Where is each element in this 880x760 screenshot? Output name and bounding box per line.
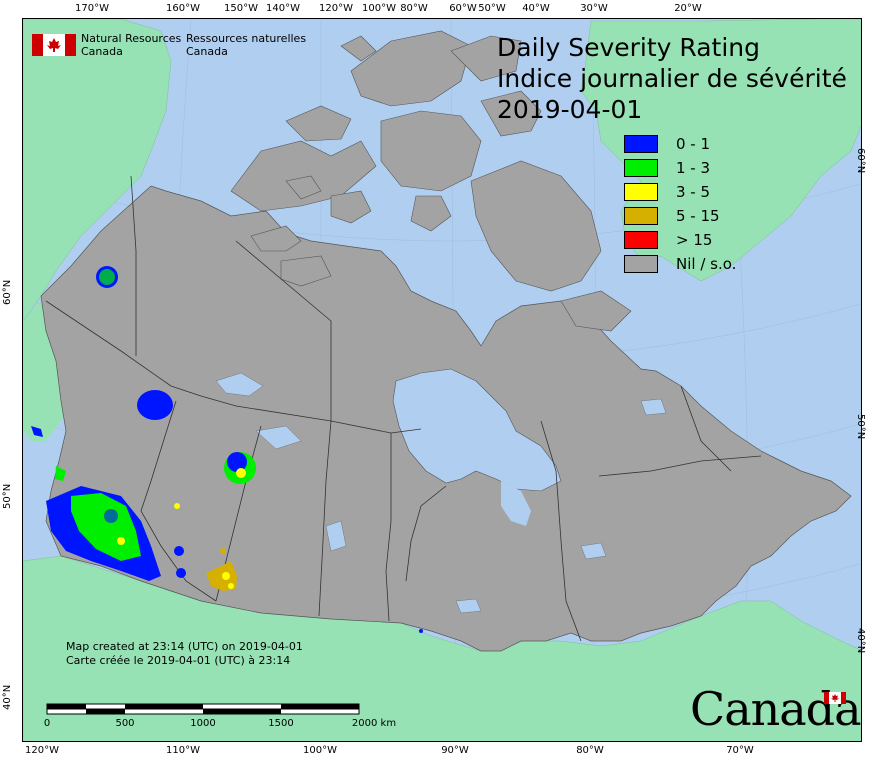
graticule-label: 50°N [855, 414, 866, 440]
title-english: Daily Severity Rating [497, 33, 761, 62]
graticule-label: 60°W [449, 3, 477, 14]
legend-swatch [624, 135, 658, 153]
graticule-label: 150°W [224, 3, 258, 14]
agency-fr-line1: Ressources naturelles [186, 32, 307, 45]
graticule-label: 80°W [576, 745, 604, 756]
inland-lakes [215, 372, 667, 614]
map-svg [23, 19, 861, 741]
canada-flag-icon [32, 34, 76, 56]
scale-label-2000: 2000 km [351, 718, 397, 729]
hudson-bay [392, 368, 562, 492]
james-bay [501, 481, 531, 526]
scale-label-500: 500 [115, 718, 135, 729]
graticule-label: 40°N [855, 628, 866, 654]
graticule-label: 40°W [522, 3, 550, 14]
graticule-label: 100°W [362, 3, 396, 14]
title-french: Indice journalier de sévérité [497, 64, 847, 93]
legend-swatch [624, 183, 658, 201]
agency-en-line2: Canada [81, 45, 123, 58]
graticule-label: 40°N [2, 684, 13, 710]
graticule-label: 120°W [319, 3, 353, 14]
graticule-label: 20°W [674, 3, 702, 14]
legend-swatch [624, 207, 658, 225]
graticule-label: 30°W [580, 3, 608, 14]
graticule-label: 110°W [166, 745, 200, 756]
graticule-label: 60°N [2, 279, 13, 305]
graticule-label: 120°W [25, 745, 59, 756]
scale-label-1500: 1500 [268, 718, 294, 729]
scale-bar-graphic [46, 703, 360, 715]
map-title: Daily Severity Rating Indice journalier … [497, 32, 847, 125]
agency-fr-line2: Canada [186, 45, 228, 58]
wordmark-flag-icon [824, 692, 846, 704]
graticule-label: 100°W [303, 745, 337, 756]
credit-english: Map created at 23:14 (UTC) on 2019-04-01 [66, 640, 303, 653]
arctic-archipelago [230, 30, 632, 332]
graticule-label: 50°N [2, 483, 13, 509]
graticule-label: 90°W [441, 745, 469, 756]
legend-label: 3 - 5 [676, 183, 711, 201]
map-canvas [22, 18, 862, 742]
agency-en-line1: Natural Resources [81, 32, 182, 45]
legend-label: Nil / s.o. [676, 255, 737, 273]
dsr-spot-saskatchewan [206, 561, 237, 591]
legend-label: > 15 [676, 231, 713, 249]
dsr-blobs [31, 266, 423, 633]
scale-bar: 0 500 1000 1500 2000 km [43, 703, 406, 733]
legend-swatch [624, 159, 658, 177]
dsr-spot-nbc [137, 390, 173, 420]
legend-label: 5 - 15 [676, 207, 720, 225]
legend-swatch [624, 231, 658, 249]
graticule-label: 160°W [166, 3, 200, 14]
graticule-label: 140°W [266, 3, 300, 14]
legend-label: 1 - 3 [676, 159, 711, 177]
graticule-label: 170°W [75, 3, 109, 14]
graticule-label: 60°N [855, 148, 866, 174]
alaska-panhandle [23, 301, 71, 441]
provincial-boundaries [45, 175, 762, 642]
legend-swatch [624, 255, 658, 273]
scale-label-1000: 1000 [190, 718, 216, 729]
legend-label: 0 - 1 [676, 135, 711, 153]
nrcan-signature: Natural Resources Canada Ressources natu… [30, 32, 306, 62]
scale-label-0: 0 [43, 718, 51, 729]
alaska-landmass [23, 19, 172, 322]
graticule-label: 50°W [478, 3, 506, 14]
credit-french: Carte créée le 2019-04-01 (UTC) à 23:14 [66, 654, 291, 667]
title-date: 2019-04-01 [497, 95, 643, 124]
graticule-label: 80°W [400, 3, 428, 14]
credit-text: Map created at 23:14 (UTC) on 2019-04-01… [66, 640, 303, 668]
graticule-label: 70°W [726, 745, 754, 756]
